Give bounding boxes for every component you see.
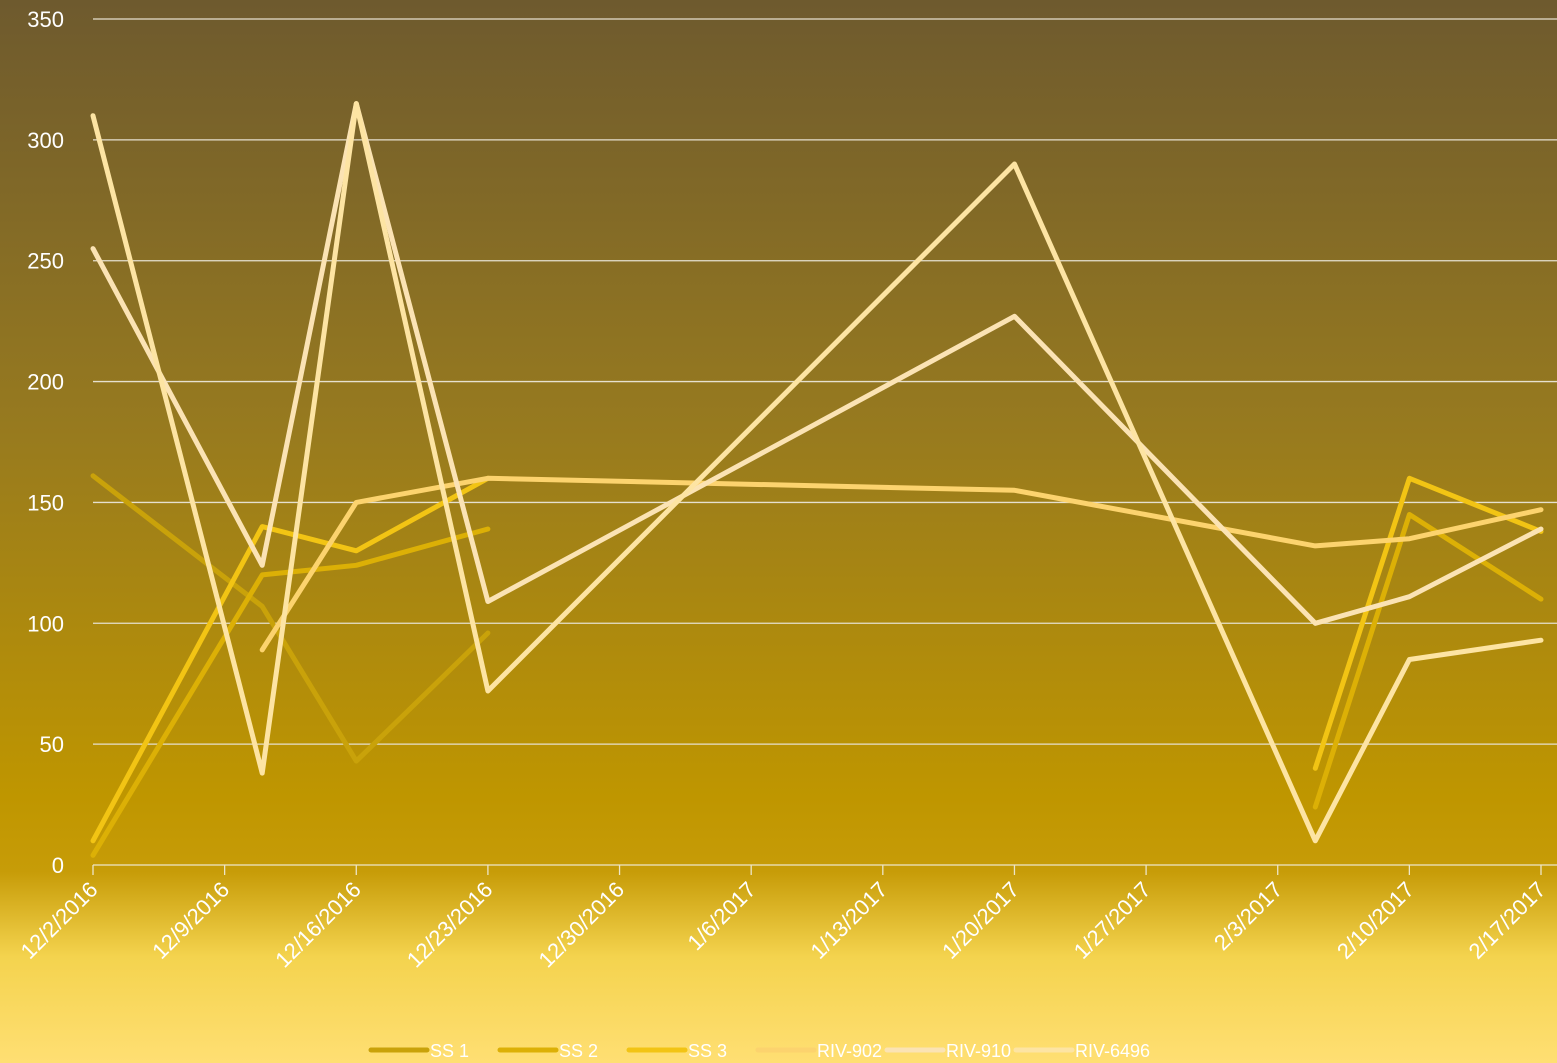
x-tick-label: 2/10/2017 — [1332, 877, 1419, 964]
y-tick-label: 50 — [40, 732, 64, 757]
x-tick-label: 12/30/2016 — [534, 877, 630, 973]
series-line-riv-902 — [259, 475, 1544, 653]
gridlines — [93, 18, 1557, 745]
legend-label: RIV-910 — [946, 1041, 1011, 1061]
legend-label: RIV-6496 — [1075, 1041, 1150, 1061]
series-line-riv-910 — [90, 101, 1544, 626]
x-tick-label: 2/3/2017 — [1209, 877, 1287, 955]
legend-label: RIV-902 — [817, 1041, 882, 1061]
legend: SS 1 SS 2 SS 3 RIV-902 RIV-910 RIV-6496 — [368, 1041, 1150, 1061]
x-tick-label: 2/17/2017 — [1464, 877, 1551, 964]
x-tick-label: 12/2/2016 — [16, 877, 103, 964]
x-axis — [92, 864, 1557, 875]
y-tick-label: 150 — [27, 490, 64, 515]
legend-label: SS 1 — [430, 1041, 469, 1061]
series-line-riv-6496 — [90, 101, 1544, 844]
x-tick-label: 1/20/2017 — [937, 877, 1024, 964]
y-tick-label: 250 — [27, 249, 64, 274]
y-tick-label: 300 — [27, 128, 64, 153]
series-line-ss-3 — [90, 475, 1544, 844]
series-line-ss-1 — [90, 473, 491, 764]
y-tick-label: 0 — [52, 853, 64, 878]
x-tick-label: 1/13/2017 — [805, 877, 892, 964]
legend-label: SS 3 — [688, 1041, 727, 1061]
x-axis-labels: 12/2/2016 12/9/2016 12/16/2016 12/23/2016 12… — [16, 877, 1551, 973]
x-tick-label: 12/23/2016 — [402, 877, 498, 973]
series-lines — [90, 101, 1544, 858]
y-tick-label: 100 — [27, 611, 64, 636]
x-tick-label: 12/9/2016 — [147, 877, 234, 964]
series-line-ss-2 — [90, 512, 1544, 858]
x-tick-label: 1/6/2017 — [682, 877, 760, 955]
y-axis-labels: 0 50 100 150 200 250 300 350 — [27, 7, 64, 878]
x-tick-label: 12/16/2016 — [270, 877, 366, 973]
y-tick-label: 350 — [27, 7, 64, 32]
y-tick-label: 200 — [27, 370, 64, 395]
x-tick-label: 1/27/2017 — [1069, 877, 1156, 964]
legend-label: SS 2 — [559, 1041, 598, 1061]
